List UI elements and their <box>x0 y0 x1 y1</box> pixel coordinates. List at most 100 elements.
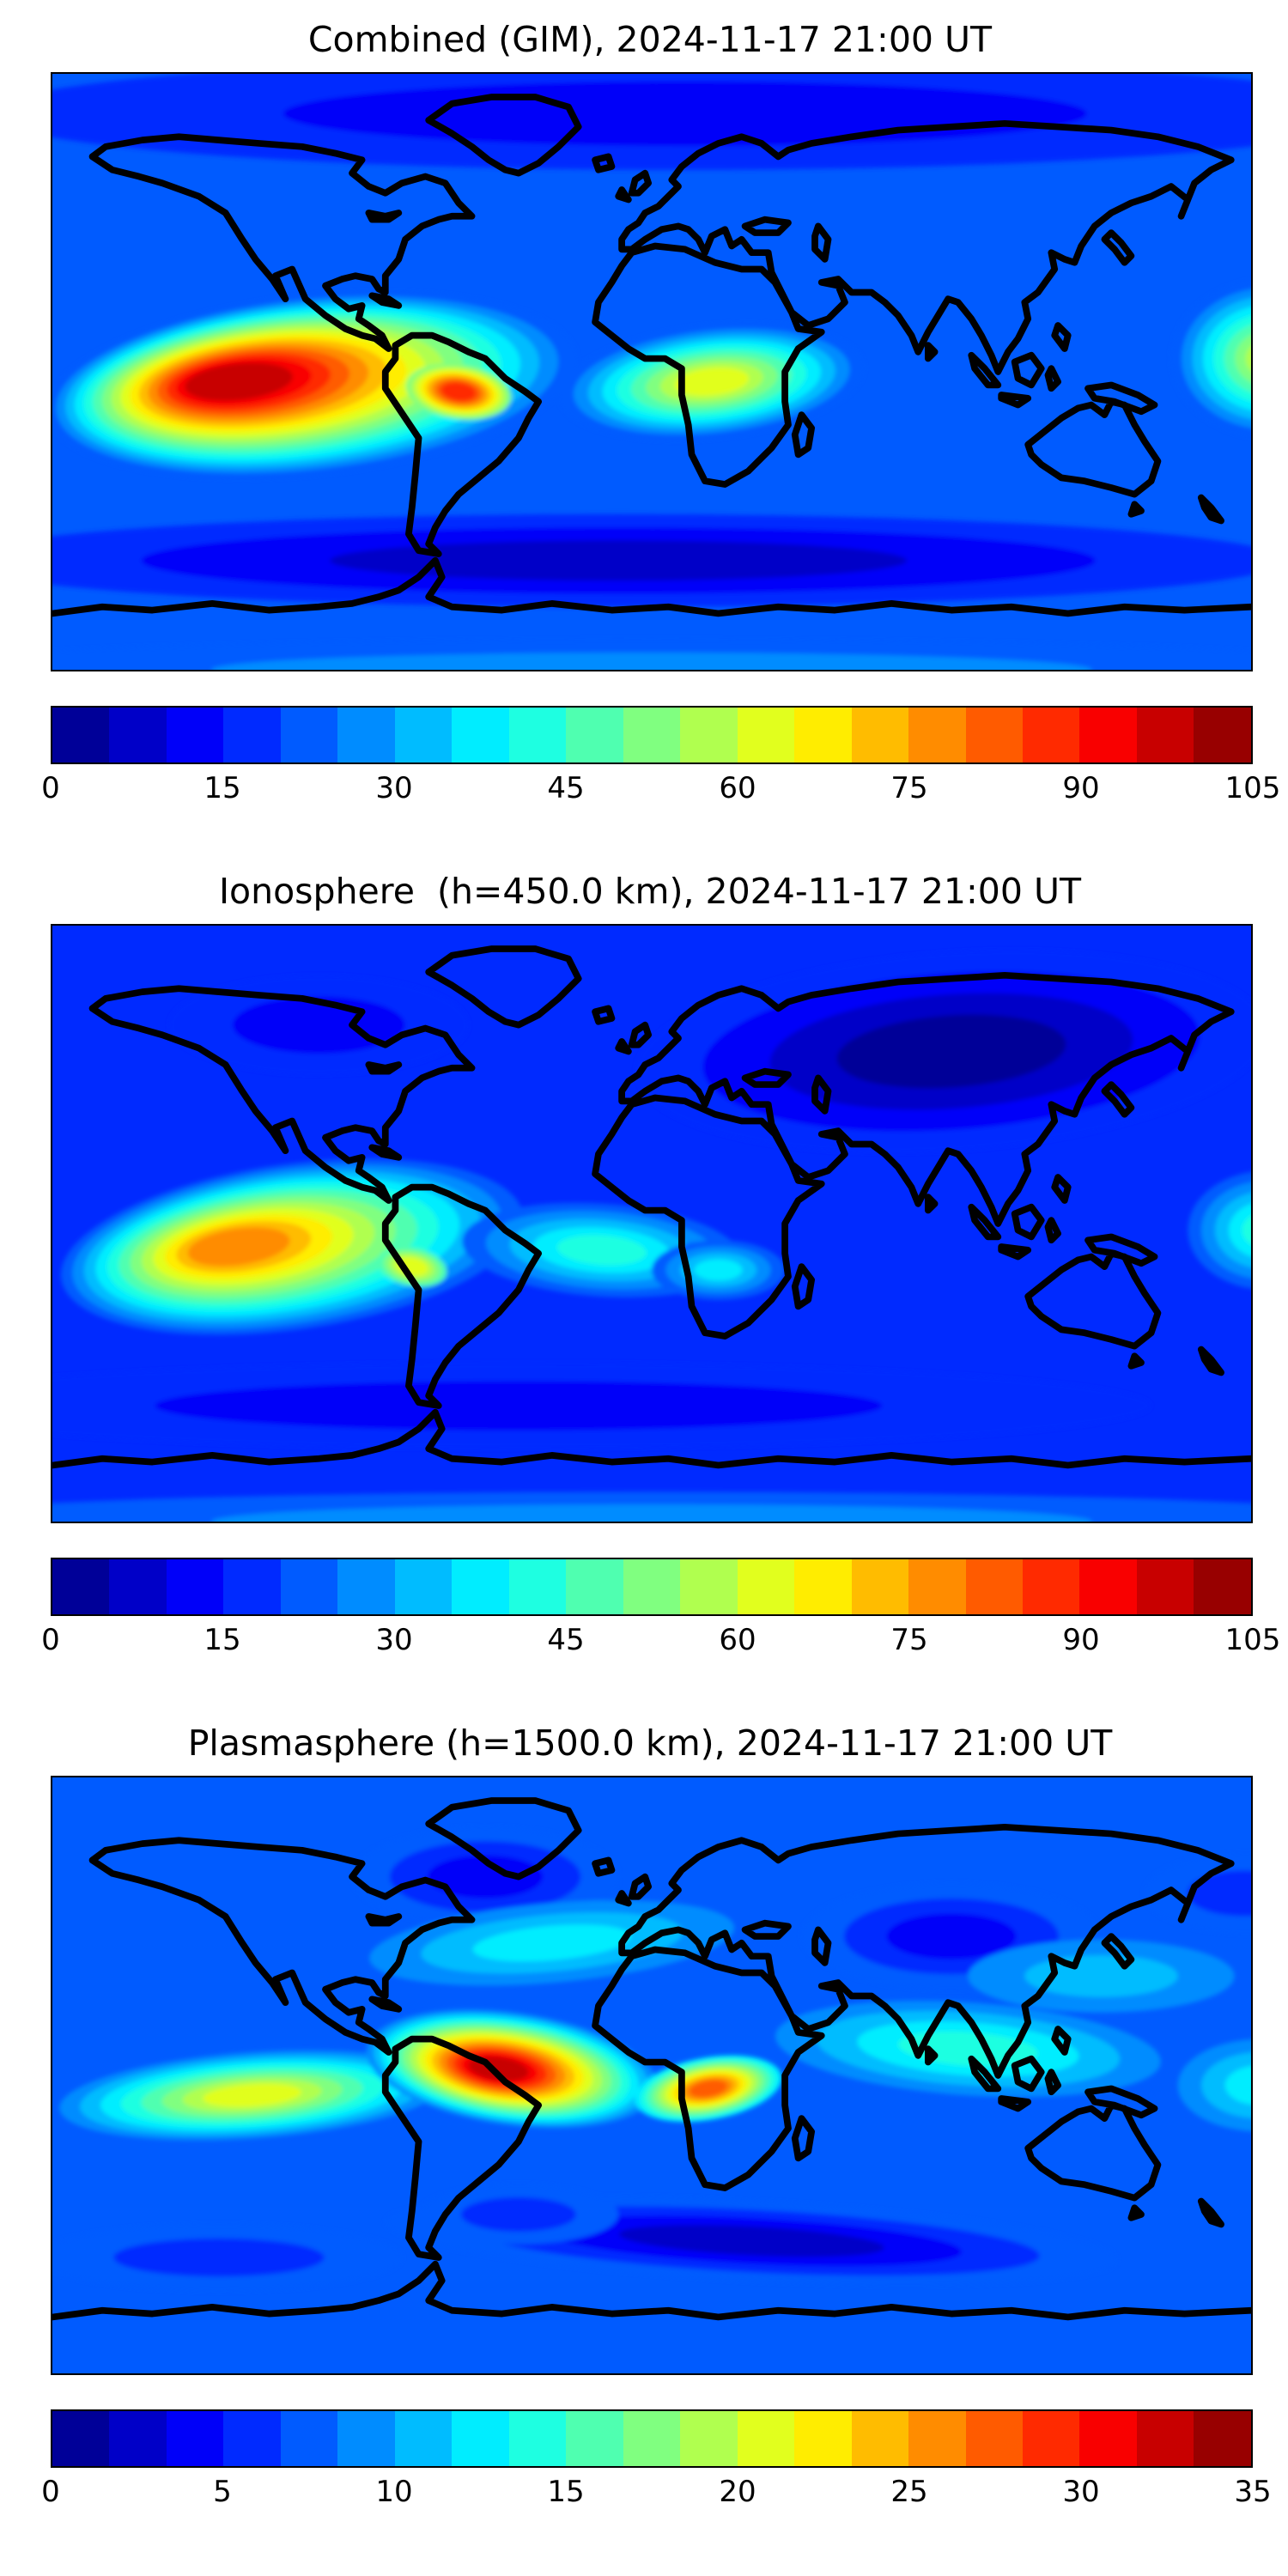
colorbar-segment <box>394 708 453 762</box>
colorbar-segment <box>452 1559 509 1614</box>
contour-ring <box>460 2196 576 2232</box>
contour-ring <box>113 2238 325 2277</box>
colorbar-combined <box>51 706 1253 764</box>
gim-figure: Combined (GIM), 2024-11-17 21:00 UT 0 15 3… <box>41 19 1281 2514</box>
colorbar-segment <box>623 2411 681 2466</box>
contour-ring <box>674 368 750 397</box>
colorbar-segment <box>1194 2411 1251 2466</box>
colorbar-segment <box>109 708 167 762</box>
colorbar-segment <box>1079 1559 1137 1614</box>
colorbar-segment <box>794 708 852 762</box>
colorbar-tick-label: 0 <box>41 771 60 805</box>
colorbar-segment <box>1079 708 1137 762</box>
contour-ring <box>211 653 1092 670</box>
contour-ring <box>1224 2066 1251 2105</box>
colorbar-segment <box>508 1559 567 1614</box>
colorbar-segment <box>166 1559 224 1614</box>
colorbar-tick-label: 60 <box>719 1623 756 1657</box>
contour-ring <box>1228 1203 1251 1257</box>
colorbar-segment <box>452 2411 509 2466</box>
colorbar-segment <box>1022 2411 1080 2466</box>
colorbar-segment <box>1136 1559 1194 1614</box>
colorbar-ticks-plasmasphere: 0 5 10 15 20 25 30 35 <box>41 2475 1271 2514</box>
colorbar-segment <box>223 708 281 762</box>
colorbar-segment <box>908 708 966 762</box>
colorbar-segment <box>965 1559 1023 1614</box>
colorbar-segment <box>508 708 567 762</box>
colorbar-segment <box>280 708 338 762</box>
colorbar-tick-label: 30 <box>375 771 413 805</box>
colorbar-segment <box>680 2411 738 2466</box>
colorbar-segment <box>1136 2411 1194 2466</box>
colorbar-segment <box>851 1559 909 1614</box>
contour-ring <box>618 2225 884 2257</box>
colorbar-segment <box>1194 1559 1251 1614</box>
colorbar-segment <box>52 1559 110 1614</box>
panel-title-combined: Combined (GIM), 2024-11-17 21:00 UT <box>307 19 993 60</box>
colorbar-segment <box>394 1559 453 1614</box>
contour-ring <box>886 1913 1017 1959</box>
colorbar-tick-label: 105 <box>1224 771 1281 805</box>
contour-ring <box>185 362 293 401</box>
contour-ring <box>1024 1954 1178 1997</box>
colorbar-segment <box>623 1559 681 1614</box>
colorbar-segment <box>452 708 509 762</box>
contour-ring <box>187 1227 290 1267</box>
colorbar-tick-label: 15 <box>204 771 241 805</box>
colorbar-segment <box>1194 708 1251 762</box>
colorbar-segment <box>1079 2411 1137 2466</box>
contour-ring <box>836 1014 1066 1089</box>
colorbar-segment <box>794 2411 852 2466</box>
contour-ring <box>155 1381 883 1431</box>
contour-ring <box>1245 345 1251 372</box>
colorbar-segment <box>280 1559 338 1614</box>
colorbar-segment <box>737 2411 795 2466</box>
colorbar-tick-label: 75 <box>890 1623 928 1657</box>
colorbar-segment <box>623 708 681 762</box>
colorbar-tick-label: 45 <box>547 771 585 805</box>
colorbar-tick-label: 30 <box>375 1623 413 1657</box>
colorbar-tick-label: 0 <box>41 1623 60 1657</box>
panel-plasmasphere: Plasmasphere (h=1500.0 km), 2024-11-17 2… <box>41 1722 1271 2514</box>
contour-ring <box>440 382 477 401</box>
colorbar-tick-label: 105 <box>1224 1623 1281 1657</box>
colorbar-segment <box>566 1559 623 1614</box>
colorbar-segment <box>508 2411 567 2466</box>
colorbar-tick-label: 25 <box>890 2475 928 2509</box>
colorbar-tick-label: 20 <box>719 2475 756 2509</box>
colorbar-segment <box>737 1559 795 1614</box>
map-frame-combined <box>51 72 1253 671</box>
map-frame-plasmasphere <box>51 1776 1253 2375</box>
world-heatmap-ionosphere <box>52 926 1251 1522</box>
colorbar-tick-label: 90 <box>1062 771 1100 805</box>
colorbar-segment <box>223 1559 281 1614</box>
colorbar-tick-label: 30 <box>1062 2475 1100 2509</box>
colorbar-tick-label: 35 <box>1234 2475 1272 2509</box>
colorbar-segment <box>1136 708 1194 762</box>
colorbar-segment <box>851 2411 909 2466</box>
colorbar-segment <box>337 1559 395 1614</box>
colorbar-segment <box>1022 708 1080 762</box>
colorbar-ionosphere <box>51 1558 1253 1616</box>
contour-ring <box>211 1504 1092 1522</box>
colorbar-segment <box>908 2411 966 2466</box>
contour-ring <box>330 540 908 581</box>
colorbar-segment <box>737 708 795 762</box>
contour-ring <box>556 1235 647 1266</box>
colorbar-segment <box>280 2411 338 2466</box>
colorbar-segment <box>851 708 909 762</box>
colorbar-segment <box>965 708 1023 762</box>
colorbar-segment <box>109 1559 167 1614</box>
colorbar-segment <box>52 708 110 762</box>
colorbar-ticks-combined: 0 15 30 45 60 75 90 105 <box>41 771 1280 811</box>
panel-combined: Combined (GIM), 2024-11-17 21:00 UT 0 15 3… <box>41 19 1280 811</box>
colorbar-segment <box>965 2411 1023 2466</box>
colorbar-segment <box>223 2411 281 2466</box>
colorbar-tick-label: 15 <box>547 2475 585 2509</box>
colorbar-tick-label: 90 <box>1062 1623 1100 1657</box>
colorbar-segment <box>794 1559 852 1614</box>
colorbar-segment <box>109 2411 167 2466</box>
contour-ring <box>689 2080 727 2098</box>
world-heatmap-combined <box>52 74 1251 670</box>
colorbar-segment <box>566 2411 623 2466</box>
